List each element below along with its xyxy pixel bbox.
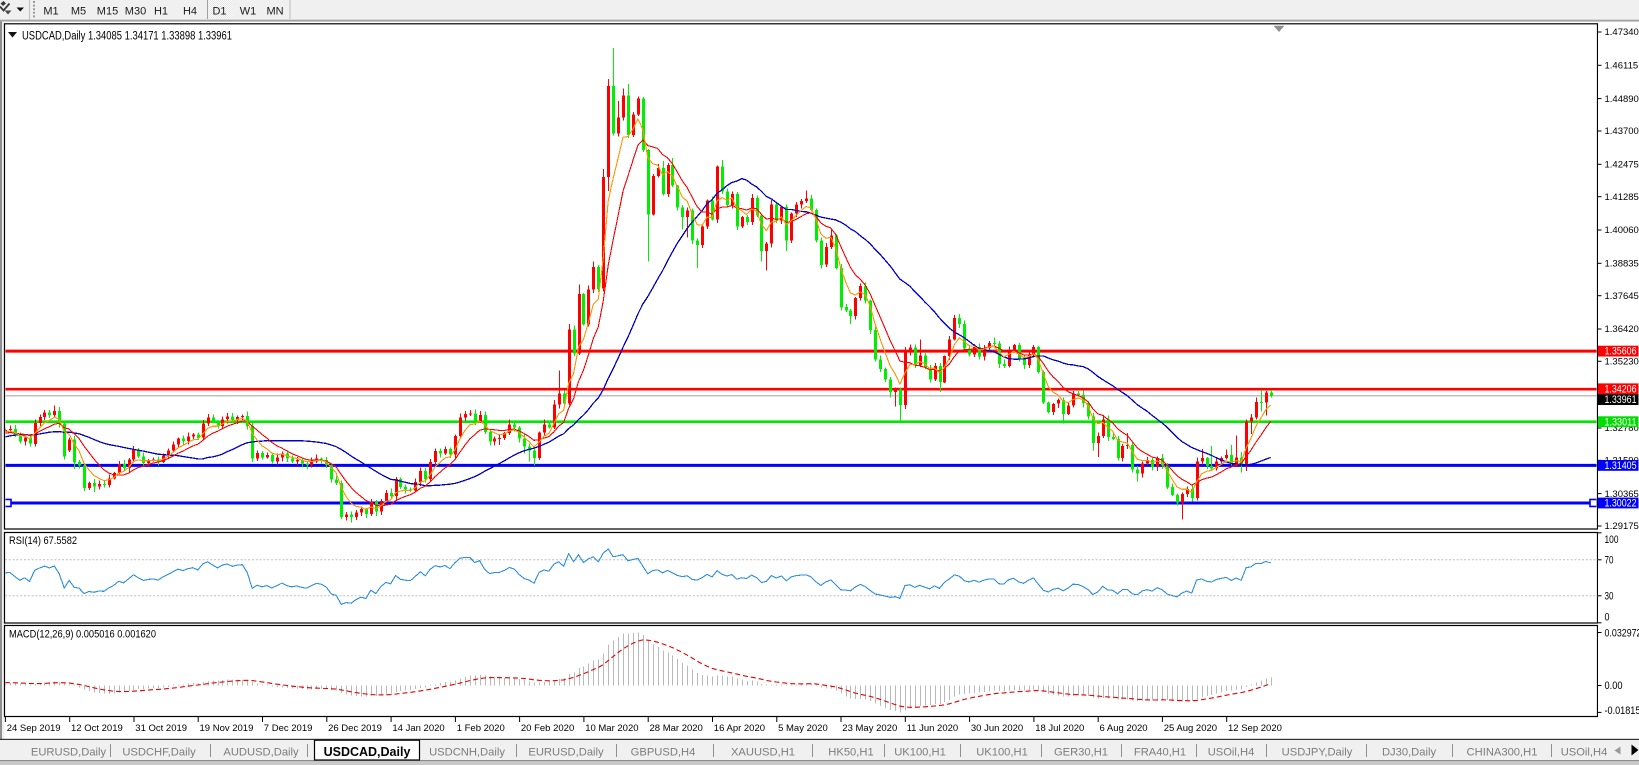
svg-text:FRA40,H1: FRA40,H1 — [1134, 747, 1186, 759]
svg-text:0.032972: 0.032972 — [1605, 628, 1639, 640]
svg-text:26 Dec 2019: 26 Dec 2019 — [328, 723, 382, 734]
svg-text:H4: H4 — [183, 6, 197, 18]
svg-text:28 Mar 2020: 28 Mar 2020 — [650, 723, 703, 734]
svg-text:1.40060: 1.40060 — [1605, 225, 1639, 236]
svg-text:1.33011: 1.33011 — [1605, 416, 1637, 428]
svg-text:24 Sep 2019: 24 Sep 2019 — [7, 723, 61, 734]
svg-text:EURUSD,Daily: EURUSD,Daily — [528, 747, 604, 759]
svg-text:1.33961: 1.33961 — [1605, 394, 1637, 406]
svg-text:31 Oct 2019: 31 Oct 2019 — [135, 723, 187, 734]
svg-text:20 Feb 2020: 20 Feb 2020 — [521, 723, 574, 734]
svg-text:HK50,H1: HK50,H1 — [828, 747, 873, 759]
svg-text:RSI(14) 67.5582: RSI(14) 67.5582 — [9, 535, 77, 547]
svg-text:16 Apr 2020: 16 Apr 2020 — [714, 723, 765, 734]
svg-text:1.37645: 1.37645 — [1605, 291, 1639, 302]
svg-text:18 Jul 2020: 18 Jul 2020 — [1035, 723, 1084, 734]
svg-text:1.29175: 1.29175 — [1605, 521, 1639, 532]
svg-text:USDCAD,Daily 1.34085 1.34171: USDCAD,Daily 1.34085 1.34171 1.33898 1.3… — [22, 31, 232, 43]
svg-text:MACD(12,26,9) 0.005016 0.00162: MACD(12,26,9) 0.005016 0.001620 — [9, 629, 156, 641]
svg-text:XAUUSD,H1: XAUUSD,H1 — [731, 747, 795, 759]
svg-text:25 Aug 2020: 25 Aug 2020 — [1164, 723, 1217, 734]
svg-text:DJ30,Daily: DJ30,Daily — [1382, 747, 1436, 759]
svg-text:1.34206: 1.34206 — [1605, 383, 1637, 395]
svg-text:12 Oct 2019: 12 Oct 2019 — [71, 723, 123, 734]
svg-text:30 Jun 2020: 30 Jun 2020 — [971, 723, 1023, 734]
svg-text:1.35230: 1.35230 — [1605, 357, 1639, 368]
svg-text:UK100,H1: UK100,H1 — [976, 747, 1028, 759]
svg-text:USDCAD,Daily: USDCAD,Daily — [324, 745, 411, 759]
svg-text:1.36420: 1.36420 — [1605, 324, 1639, 335]
svg-text:0.00: 0.00 — [1605, 680, 1623, 692]
svg-text:H1: H1 — [154, 6, 168, 18]
svg-text:USDJPY,Daily: USDJPY,Daily — [1282, 747, 1353, 759]
svg-text:6 Aug 2020: 6 Aug 2020 — [1100, 723, 1148, 734]
svg-text:M5: M5 — [71, 6, 86, 18]
svg-text:1.43700: 1.43700 — [1605, 126, 1639, 137]
svg-text:1.47340: 1.47340 — [1605, 27, 1639, 38]
svg-text:1.41285: 1.41285 — [1605, 192, 1639, 203]
svg-text:CHINA300,H1: CHINA300,H1 — [1467, 747, 1538, 759]
svg-text:1.30365: 1.30365 — [1605, 489, 1639, 500]
svg-text:11 Jun 2020: 11 Jun 2020 — [907, 723, 959, 734]
svg-text:UK100,H1: UK100,H1 — [894, 747, 946, 759]
svg-text:23 May 2020: 23 May 2020 — [842, 723, 897, 734]
svg-text:M1: M1 — [43, 6, 58, 18]
svg-text:70: 70 — [1605, 554, 1614, 566]
svg-text:USOil,H4: USOil,H4 — [1561, 747, 1608, 759]
svg-text:EURUSD,Daily: EURUSD,Daily — [31, 747, 107, 759]
svg-text:1.46115: 1.46115 — [1605, 61, 1639, 72]
svg-text:W1: W1 — [240, 6, 257, 18]
svg-text:30: 30 — [1605, 590, 1614, 602]
svg-text:14 Jan 2020: 14 Jan 2020 — [392, 723, 444, 734]
svg-text:GBPUSD,H4: GBPUSD,H4 — [631, 747, 696, 759]
svg-text:M15: M15 — [97, 6, 118, 18]
svg-text:5 May 2020: 5 May 2020 — [778, 723, 828, 734]
svg-text:1.32780: 1.32780 — [1605, 423, 1639, 434]
svg-text:1.35606: 1.35606 — [1605, 346, 1637, 358]
svg-text:USDCHF,Daily: USDCHF,Daily — [122, 747, 196, 759]
svg-text:D1: D1 — [212, 6, 226, 18]
svg-text:USOil,H4: USOil,H4 — [1208, 747, 1255, 759]
svg-text:1.44890: 1.44890 — [1605, 94, 1639, 105]
svg-text:AUDUSD,Daily: AUDUSD,Daily — [223, 747, 299, 759]
svg-text:M30: M30 — [125, 6, 146, 18]
svg-text:10 Mar 2020: 10 Mar 2020 — [585, 723, 638, 734]
svg-text:1 Feb 2020: 1 Feb 2020 — [457, 723, 505, 734]
svg-text:1.31405: 1.31405 — [1605, 460, 1637, 472]
svg-text:GER30,H1: GER30,H1 — [1054, 747, 1108, 759]
svg-text:12 Sep 2020: 12 Sep 2020 — [1228, 723, 1282, 734]
svg-text:1.30022: 1.30022 — [1605, 498, 1637, 510]
svg-text:1.38835: 1.38835 — [1605, 259, 1639, 270]
svg-text:0: 0 — [1605, 612, 1610, 624]
svg-text:-0.018154: -0.018154 — [1605, 705, 1639, 717]
svg-text:19 Nov 2019: 19 Nov 2019 — [200, 723, 254, 734]
svg-text:MN: MN — [266, 6, 283, 18]
svg-text:100: 100 — [1605, 534, 1619, 546]
svg-text:7 Dec 2019: 7 Dec 2019 — [264, 723, 313, 734]
svg-text:1.42475: 1.42475 — [1605, 160, 1639, 171]
svg-text:USDCNH,Daily: USDCNH,Daily — [429, 747, 505, 759]
